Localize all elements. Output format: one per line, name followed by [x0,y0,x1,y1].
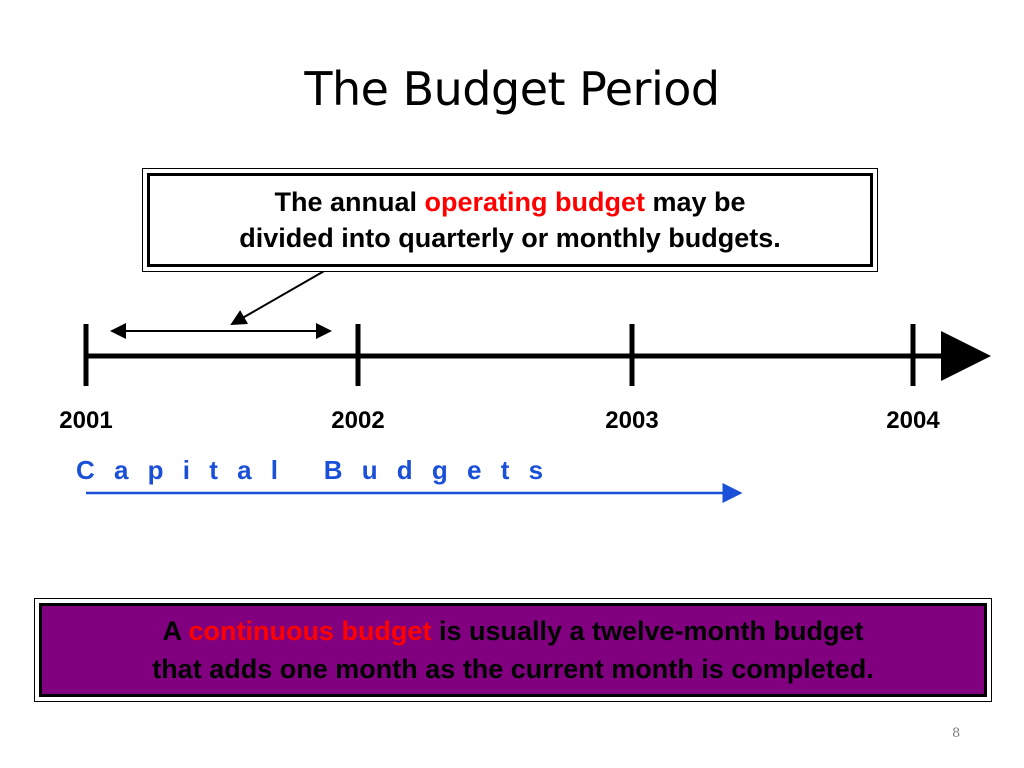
callout-pointer-arrow [230,269,327,325]
callout-text-before: The annual [274,187,425,217]
callout-line-2: divided into quarterly or monthly budget… [239,223,781,253]
continuous-text-after: is usually a twelve-month budget [431,616,864,646]
continuous-text-before: A [162,616,189,646]
callout-text-after: may be [644,187,746,217]
callout-highlight: operating budget [424,187,645,217]
page-number: 8 [952,726,961,741]
continuous-highlight: continuous budget [188,616,432,646]
continuous-line-2: that adds one month as the current month… [152,654,874,684]
year-label-2002: 2002 [331,407,385,434]
callout-line-1: The annual operating budget may be [274,184,745,220]
slide-title: The Budget Period [304,62,720,116]
capital-budgets-label: C a p i t a l B u d g e t s [76,455,550,485]
continuous-line-1: A continuous budget is usually a twelve-… [162,612,863,650]
year-label-2003: 2003 [605,407,659,434]
year-label-2004: 2004 [886,407,940,434]
continuous-budget-box-inner: A continuous budget is usually a twelve-… [39,603,987,697]
operating-budget-callout: The annual operating budget may be divid… [142,168,878,272]
year-label-2001: 2001 [59,407,113,434]
operating-budget-callout-inner: The annual operating budget may be divid… [147,173,873,267]
continuous-budget-box: A continuous budget is usually a twelve-… [34,598,992,702]
